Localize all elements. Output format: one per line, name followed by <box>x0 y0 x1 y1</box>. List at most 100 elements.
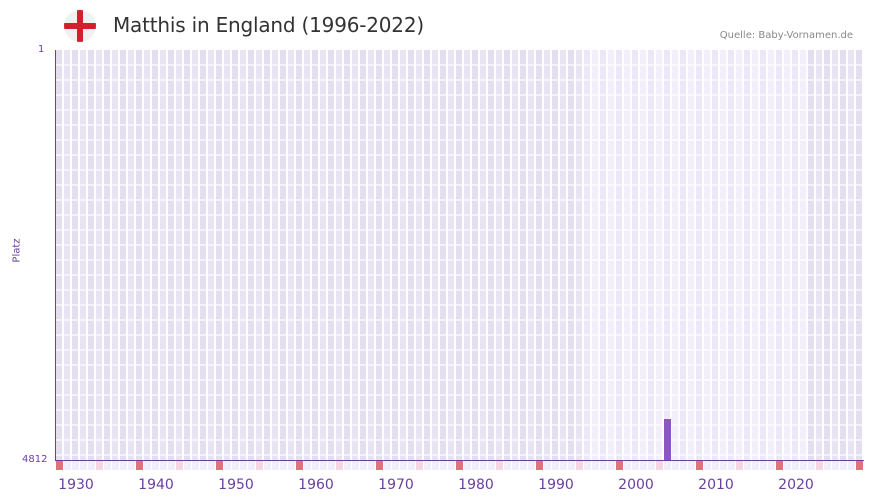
year-marker <box>360 461 367 470</box>
year-column <box>296 50 302 460</box>
grid-line <box>56 409 864 411</box>
year-marker <box>312 461 319 470</box>
year-marker <box>288 461 295 470</box>
year-marker <box>336 461 343 470</box>
grid-line <box>56 259 864 261</box>
year-column <box>672 50 678 460</box>
year-marker <box>176 461 183 470</box>
year-marker <box>776 461 783 470</box>
rank-bar[interactable] <box>664 419 671 460</box>
year-column <box>496 50 502 460</box>
grid-line <box>56 424 864 426</box>
grid-line <box>56 169 864 171</box>
grid-line <box>56 289 864 291</box>
year-column <box>320 50 326 460</box>
year-column <box>360 50 366 460</box>
year-column <box>736 50 742 460</box>
year-column <box>536 50 542 460</box>
year-column <box>512 50 518 460</box>
year-column <box>416 50 422 460</box>
year-marker <box>88 461 95 470</box>
year-marker <box>232 461 239 470</box>
year-column <box>344 50 350 460</box>
year-column <box>568 50 574 460</box>
grid-line <box>56 229 864 231</box>
year-column <box>472 50 478 460</box>
grid-line <box>56 94 864 96</box>
y-axis-title: Platz <box>11 238 23 263</box>
year-column <box>272 50 278 460</box>
year-column <box>624 50 630 460</box>
year-marker <box>464 461 471 470</box>
year-column <box>544 50 550 460</box>
year-marker <box>592 461 599 470</box>
year-marker <box>792 461 799 470</box>
year-marker <box>688 461 695 470</box>
year-marker <box>432 461 439 470</box>
year-marker <box>568 461 575 470</box>
year-marker <box>720 461 727 470</box>
year-column <box>600 50 606 460</box>
year-marker <box>512 461 519 470</box>
year-marker <box>240 461 247 470</box>
year-marker <box>416 461 423 470</box>
year-marker <box>504 461 511 470</box>
year-column <box>400 50 406 460</box>
year-column <box>432 50 438 460</box>
year-column <box>480 50 486 460</box>
year-marker <box>856 461 863 470</box>
year-column <box>168 50 174 460</box>
year-column <box>752 50 758 460</box>
grid-line <box>56 214 864 216</box>
year-marker <box>760 461 767 470</box>
year-marker <box>480 461 487 470</box>
year-column <box>552 50 558 460</box>
year-marker <box>328 461 335 470</box>
year-column <box>744 50 750 460</box>
year-column <box>392 50 398 460</box>
year-marker <box>552 461 559 470</box>
year-marker <box>128 461 135 470</box>
year-column <box>216 50 222 460</box>
year-column <box>352 50 358 460</box>
x-tick-label: 2020 <box>778 477 814 493</box>
year-column <box>120 50 126 460</box>
year-marker <box>384 461 391 470</box>
grid-line <box>56 184 864 186</box>
year-column <box>112 50 118 460</box>
grid-line <box>56 139 864 141</box>
year-marker <box>368 461 375 470</box>
x-tick-label: 1980 <box>458 477 494 493</box>
year-marker <box>136 461 143 470</box>
year-marker <box>216 461 223 470</box>
grid-line <box>56 199 864 201</box>
grid-line <box>56 304 864 306</box>
year-column <box>96 50 102 460</box>
year-column <box>808 50 814 460</box>
year-column <box>56 50 62 460</box>
year-column <box>792 50 798 460</box>
year-column <box>656 50 662 460</box>
year-marker <box>304 461 311 470</box>
year-column <box>648 50 654 460</box>
year-marker <box>704 461 711 470</box>
year-marker <box>320 461 327 470</box>
year-marker <box>152 461 159 470</box>
year-marker <box>712 461 719 470</box>
year-column <box>504 50 510 460</box>
year-column <box>464 50 470 460</box>
year-marker <box>624 461 631 470</box>
year-column <box>576 50 582 460</box>
year-marker <box>600 461 607 470</box>
year-column <box>424 50 430 460</box>
year-column <box>768 50 774 460</box>
year-marker <box>824 461 831 470</box>
year-column <box>104 50 110 460</box>
year-marker <box>616 461 623 470</box>
year-marker <box>696 461 703 470</box>
year-marker <box>424 461 431 470</box>
year-marker <box>344 461 351 470</box>
year-marker <box>296 461 303 470</box>
year-marker <box>120 461 127 470</box>
source-label: Quelle: Baby-Vornamen.de <box>719 30 853 41</box>
